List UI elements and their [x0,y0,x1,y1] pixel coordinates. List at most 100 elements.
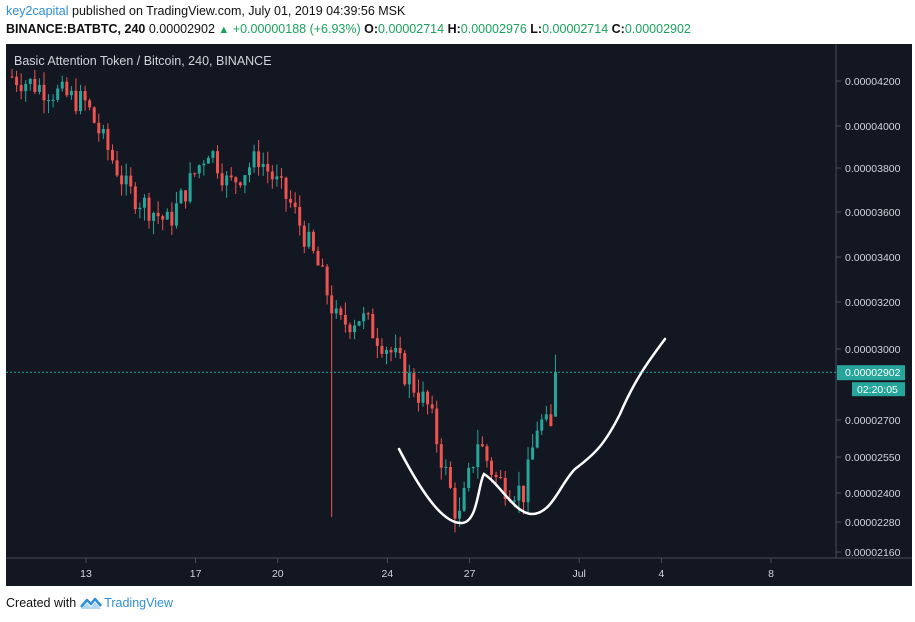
candle-body [416,392,420,403]
candle-body [325,266,329,296]
published-text: published on TradingView.com, July 01, 2… [72,4,406,18]
candle-body [97,122,101,134]
candle-body [521,485,525,503]
candle-body [225,175,229,186]
y-tick-label: 0.00002550 [845,452,901,464]
candle-body [526,459,530,503]
candle-body [270,171,274,180]
candle-body [74,90,78,112]
candle-body [211,151,215,158]
candle-body [494,474,498,478]
candle-body [289,198,293,203]
candle-body [202,163,206,166]
candle-body [448,466,452,488]
candle-body [88,100,92,108]
candle-body [535,430,539,448]
candle-body [553,372,557,417]
candle-body [490,460,494,475]
candle-body [165,211,169,220]
candle-body [206,157,210,164]
candle-body [83,91,87,101]
x-tick-label: 24 [382,568,394,580]
candle-body [480,444,484,447]
candle-body [156,212,160,217]
candle-body [339,308,343,316]
candle-body [321,265,325,267]
candle-body [453,487,457,519]
candle-body [426,391,430,405]
candle-body [37,84,41,92]
countdown-label: 02:20:05 [857,384,898,396]
symbol-info: BINANCE:BATBTC, 240 0.00002902 ▲ +0.0000… [6,22,691,36]
chart-background [6,44,912,586]
candle-body [92,107,96,123]
candle-body [298,206,302,226]
candle-body [430,404,434,409]
tradingview-icon [80,597,103,609]
candle-body [174,203,178,226]
candle-body [197,165,201,174]
candle-body [412,373,416,393]
candle-body [444,466,448,468]
candle-body [462,488,466,511]
candle-body [120,175,124,185]
publisher-link[interactable]: key2capital [6,4,69,18]
y-tick-label: 0.00002280 [845,517,901,529]
candle-body [362,313,366,322]
candle-body [293,202,297,207]
candle-body [161,216,165,220]
y-tick-label: 0.00002700 [845,415,901,427]
up-triangle-icon: ▲ [218,24,230,36]
price-change: +0.00000188 (+6.93%) [232,22,361,36]
candle-body [261,163,265,168]
candle-body [238,182,242,186]
candle-body [311,231,315,251]
candle-body [220,173,224,186]
symbol-label: BINANCE:BATBTC, 240 [6,22,146,36]
y-tick-label: 0.00003200 [845,297,901,309]
price-chart[interactable]: 0.00004200 0.00004000 0.00003800 0.00003600… [0,44,915,588]
candle-body [307,231,311,247]
tradingview-logo[interactable]: TradingView [80,596,173,610]
candle-body [106,128,110,150]
low-label: L: [530,22,543,36]
candle-body [439,444,443,468]
high-value: 0.00002976 [460,22,527,36]
candle-body [142,197,146,208]
candle-body [476,444,480,468]
candle-body [28,78,32,84]
candle-body [467,467,471,489]
candle-body [549,414,553,427]
candle-body [42,84,46,101]
candle-body [179,190,183,204]
candle-body [471,467,475,469]
candle-body [517,485,521,501]
tradingview-brand: TradingView [104,596,173,610]
candle-body [531,447,535,460]
candle-body [334,308,338,314]
candle-body [330,295,334,314]
candle-body [284,177,288,199]
candle-body [316,250,320,266]
candle-body [348,324,352,333]
close-value: 0.00002902 [624,22,691,36]
candle-body [540,419,544,431]
y-tick-label: 0.00003400 [845,252,901,264]
chart-title: Basic Attention Token / Bitcoin, 240, BI… [14,54,272,68]
candle-body [19,85,23,92]
publish-info: key2capital published on TradingView.com… [6,4,405,18]
x-tick-label: 8 [768,568,774,580]
candle-body [229,175,233,178]
candle-body [24,83,28,92]
high-label: H: [447,22,461,36]
candle-body [110,149,114,161]
candle-body [101,128,105,134]
x-tick-label: Jul [572,568,585,580]
y-tick-label: 0.00002160 [845,547,901,559]
x-tick-label: 20 [272,568,284,580]
candle-body [275,176,279,180]
x-tick-label: 13 [80,568,92,580]
last-price-label: 0.00002902 [845,367,901,379]
candle-body [371,313,375,339]
open-value: 0.00002714 [378,22,445,36]
